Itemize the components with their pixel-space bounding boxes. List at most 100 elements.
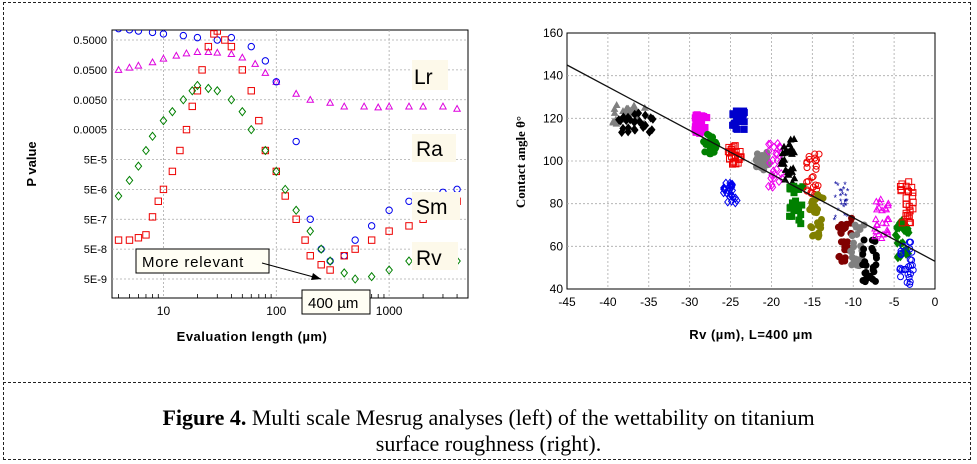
- cluster-point: *: [843, 211, 847, 221]
- series-lr-point: [125, 63, 134, 71]
- series-sm-point: [154, 197, 162, 205]
- series-rv-point: [213, 85, 222, 96]
- series-lr-point: [114, 65, 123, 73]
- series-sm-point: [159, 185, 168, 194]
- cluster-point: [636, 117, 644, 127]
- cluster-point: [766, 139, 775, 149]
- cluster-point: [811, 181, 819, 189]
- cluster-point: [639, 122, 647, 132]
- cluster-point: [758, 158, 766, 166]
- cluster-16: [859, 236, 880, 286]
- series-lr-point: [404, 102, 414, 110]
- cluster-point: [835, 252, 843, 260]
- right-ytick-label: 100: [543, 154, 563, 168]
- cluster-point: [906, 280, 914, 288]
- figure-frame: [3, 2, 971, 460]
- series-lr-point: [453, 104, 462, 112]
- more-relevant-arrow: [261, 262, 322, 280]
- cluster-point: [837, 229, 845, 237]
- right-xtick-label: -25: [722, 295, 740, 309]
- left-grid: [112, 30, 468, 298]
- cluster-point: *: [843, 200, 847, 210]
- series-rv-point: [134, 161, 143, 171]
- series-rv-point: [405, 256, 413, 266]
- cluster-point: [631, 125, 639, 135]
- series-sm-point: [306, 252, 314, 260]
- right-xlabel: Rv (µm), L=400 µm: [689, 327, 813, 342]
- series-rv: [114, 80, 461, 284]
- series-sm-point: [238, 66, 247, 74]
- left-ytick-label: 5E-9: [84, 274, 107, 286]
- cluster-point: [634, 108, 643, 118]
- cluster-point: [873, 205, 881, 213]
- cluster-point: [729, 111, 737, 119]
- cluster-point: [691, 123, 699, 131]
- cluster-point: [804, 177, 812, 185]
- series-label-bg-rv: [412, 242, 458, 270]
- cluster-point: [798, 201, 806, 209]
- cluster-point: [884, 201, 892, 209]
- cluster-point: [795, 216, 803, 224]
- cluster-point: [622, 115, 630, 126]
- right-xtick-label: -5: [889, 295, 900, 309]
- cluster-point: *: [844, 201, 848, 211]
- right-xtick-label: -30: [681, 295, 699, 309]
- series-ra-point: [134, 30, 143, 35]
- cluster-point: [729, 192, 737, 202]
- cluster-point: [724, 148, 732, 156]
- cluster-point: [898, 266, 906, 274]
- series-rv-point: [261, 145, 270, 156]
- cluster-point: [814, 222, 822, 230]
- series-lr-point: [159, 54, 168, 62]
- cluster-point: [772, 149, 780, 159]
- cluster-point: [736, 147, 744, 155]
- cluster-point: [788, 199, 796, 207]
- cluster-point: [905, 228, 913, 238]
- cluster-point: [724, 197, 732, 207]
- series-lr-point: [182, 49, 191, 57]
- caption-divider: [3, 382, 971, 383]
- series-rv-point: [114, 191, 123, 201]
- series-ra-point: [261, 57, 270, 65]
- right-ytick-label: 160: [543, 26, 563, 40]
- cluster-7: [752, 148, 773, 174]
- cluster-point: [781, 165, 790, 173]
- cluster-point: *: [838, 186, 842, 196]
- 400um-label: 400 µm: [308, 295, 358, 312]
- cluster-point: [817, 216, 825, 224]
- cluster-point: [812, 165, 820, 173]
- series-ra-point: [179, 31, 188, 40]
- series-sm-point: [255, 116, 263, 125]
- cluster-20: [896, 238, 917, 288]
- series-rv-point: [227, 94, 236, 105]
- fit-line: [566, 64, 936, 262]
- cluster-point: [876, 195, 885, 203]
- cluster-point: *: [841, 190, 845, 200]
- cluster-point: [753, 157, 761, 165]
- right-ticks: -45 -40 -35 -30 -25 -20 -15 -10 -5 0 40 60 80 100 120 1…: [543, 26, 939, 309]
- cluster-point: [728, 160, 736, 168]
- cluster-point: [814, 205, 822, 213]
- series-lr-point: [419, 102, 428, 110]
- cluster-point: *: [842, 185, 846, 195]
- right-xtick-label: -45: [558, 295, 576, 309]
- cluster-point: [773, 156, 782, 166]
- right-ytick-label: 60: [550, 239, 564, 253]
- 400um-box: [301, 289, 371, 315]
- cluster-2: [691, 111, 711, 137]
- series-lr-point: [374, 103, 383, 111]
- cluster-point: [856, 224, 864, 232]
- series-lr-point: [385, 102, 394, 110]
- cluster-point: [775, 142, 783, 152]
- caption-line-1: Figure 4. Multi scale Mesrug analyses (l…: [0, 405, 977, 431]
- series-lr-point: [438, 102, 448, 110]
- series-ra-point: [115, 30, 122, 33]
- cluster-point: [850, 243, 858, 251]
- cluster-point: [810, 197, 818, 205]
- cluster-point: [815, 231, 823, 239]
- series-sm-point: [204, 42, 213, 51]
- series-lr-point: [134, 61, 143, 69]
- series-rv-point: [292, 205, 300, 216]
- cluster-point: [908, 256, 916, 264]
- series-sm-point: [301, 236, 309, 244]
